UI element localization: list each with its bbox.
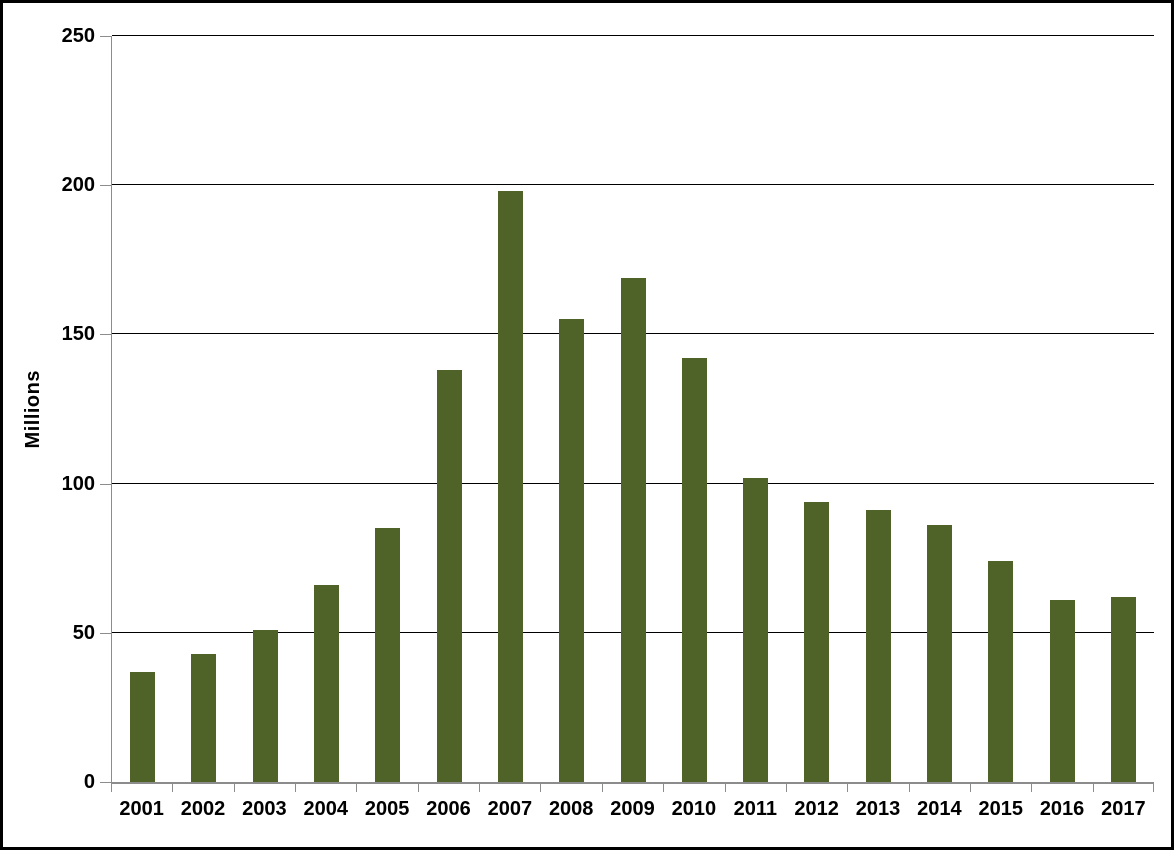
bar-2002 [191,653,217,782]
x-tick-label-2005: 2005 [364,798,410,820]
bar-2012 [804,501,830,782]
bar-slot-2007 [480,36,541,782]
y-tick-mark-0 [100,782,111,783]
x-tick-label-2006: 2006 [426,798,471,820]
gridline-200 [112,184,1154,186]
bar-slot-2005 [357,36,418,782]
bar-slot-2015 [970,36,1031,782]
x-tick-mark-11 [785,784,787,792]
bar-2001 [130,671,156,782]
bar-slot-2013 [848,36,909,782]
x-tick-label-2010: 2010 [671,798,717,820]
bar-2015 [988,561,1014,782]
bar-2008 [559,319,585,782]
x-tick-label-2012: 2012 [794,798,839,820]
y-tick-mark-100 [100,483,111,485]
bar-slot-2006 [418,36,479,782]
x-tick-mark-8 [601,784,603,792]
bar-2006 [436,370,462,782]
bar-2007 [497,191,523,782]
y-tick-label-0: 0 [83,771,95,793]
bar-slot-2017 [1093,36,1154,782]
x-tick-label-2009: 2009 [610,798,655,820]
x-tick-mark-0 [111,784,112,792]
x-tick-mark-7 [540,784,542,792]
y-tick-label-100: 100 [61,472,95,495]
bar-2013 [865,510,891,782]
x-tick-mark-5 [417,784,419,792]
bar-2010 [681,358,707,782]
bar-slot-2010 [664,36,725,782]
bar-2016 [1049,599,1075,782]
plot-area [111,35,1154,784]
y-tick-mark-50 [100,632,111,634]
bars-container [112,36,1154,782]
x-tick-label-2011: 2011 [733,798,777,820]
y-tick-mark-200 [100,185,111,187]
x-tick-mark-6 [479,784,481,792]
y-tick-mark-250 [100,36,111,37]
bar-slot-2004 [296,36,357,782]
x-tick-mark-13 [908,784,910,792]
x-tick-label-2007: 2007 [487,798,533,820]
x-tick-label-2017: 2017 [1101,798,1146,820]
y-tick-mark-150 [100,334,111,336]
x-tick-label-2001: 2001 [119,798,164,820]
x-tick-label-2002: 2002 [180,798,226,820]
x-tick-mark-12 [847,784,849,792]
bar-2005 [375,528,401,782]
x-axis-ticks [111,784,1154,792]
bar-slot-2012 [786,36,847,782]
bar-2003 [252,629,278,782]
bar-2017 [1110,597,1136,782]
y-axis-title: Millions [21,369,44,449]
x-tick-mark-17 [1153,784,1154,792]
x-tick-label-2003: 2003 [242,798,287,820]
x-tick-label-2013: 2013 [855,798,901,820]
x-tick-mark-15 [1031,784,1033,792]
y-axis-title-box: Millions [15,36,51,782]
x-tick-label-2008: 2008 [548,798,594,820]
bar-slot-2011 [725,36,786,782]
x-tick-mark-2 [233,784,235,792]
bar-2009 [620,277,646,782]
x-tick-mark-3 [295,784,297,792]
y-tick-label-200: 200 [61,174,95,197]
bar-slot-2002 [173,36,234,782]
bar-2014 [927,525,952,782]
bar-slot-2016 [1031,36,1092,782]
bar-slot-2009 [602,36,663,782]
x-axis-labels: 2001 2002 2003 2004 2005 2006 2007 2008 2009 2010… [111,796,1154,822]
y-tick-label-250: 250 [61,25,95,47]
y-tick-label-50: 50 [72,621,95,644]
bar-slot-2001 [112,36,173,782]
x-tick-label-2014: 2014 [917,798,962,820]
bar-2011 [743,477,769,782]
x-tick-mark-14 [969,784,971,792]
x-tick-label-2015: 2015 [978,798,1023,820]
x-tick-mark-16 [1092,784,1094,792]
x-tick-mark-10 [724,784,726,792]
bar-slot-2008 [541,36,602,782]
bar-slot-2014 [909,36,970,782]
x-tick-mark-4 [356,784,358,792]
y-tick-label-150: 150 [61,323,95,346]
x-tick-mark-9 [663,784,665,792]
x-tick-mark-1 [172,784,174,792]
bar-slot-2003 [235,36,296,782]
gridline-250 [112,35,1154,36]
x-tick-label-2004: 2004 [303,798,349,820]
x-tick-label-2016: 2016 [1039,798,1085,820]
bar-2004 [314,585,340,782]
